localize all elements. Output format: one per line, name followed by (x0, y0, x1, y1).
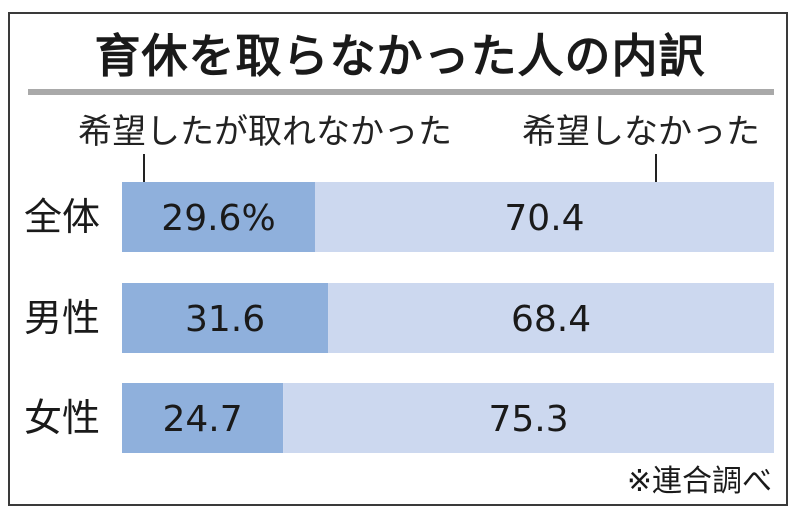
title-divider (28, 89, 774, 95)
bar-segment-s2-0 (314, 182, 774, 252)
value-label-s1-2: 24.7 (162, 399, 242, 440)
value-label-s2-1: 68.4 (511, 299, 591, 340)
bar-segment-s1-1 (122, 283, 329, 353)
category-label-1: 男性 (24, 296, 100, 340)
source-note: ※連合調べ (626, 464, 772, 499)
legend-leader-series-1 (143, 154, 145, 196)
bar-segment-s1-0 (122, 182, 315, 252)
legend-label-series-2: 希望しなかった (522, 112, 760, 152)
bar-segment-s2-1 (328, 283, 774, 353)
legend-label-series-1: 希望したが取れなかった (78, 112, 452, 152)
value-label-s1-0: 29.6% (161, 198, 275, 239)
category-label-2: 女性 (24, 396, 100, 440)
chart-title: 育休を取らなかった人の内訳 (94, 29, 706, 83)
legend-leader-series-2 (655, 154, 657, 196)
bar-segment-s1-2 (122, 383, 284, 453)
category-label-0: 全体 (24, 195, 100, 239)
value-label-s2-2: 75.3 (488, 399, 568, 440)
value-label-s2-0: 70.4 (504, 198, 584, 239)
value-label-s1-1: 31.6 (185, 299, 265, 340)
bar-segment-s2-2 (283, 383, 774, 453)
